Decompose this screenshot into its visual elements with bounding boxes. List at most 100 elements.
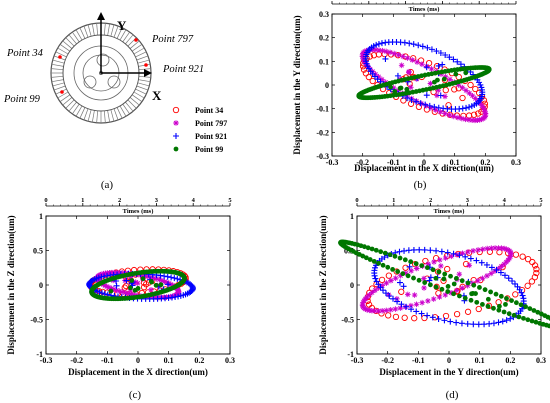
data-point [477,285,482,290]
data-point [396,279,403,286]
data-point [462,253,469,260]
data-point [481,321,488,328]
data-point [164,273,171,280]
data-point [535,309,541,315]
data-point [430,296,437,302]
data-point [408,302,414,309]
data-point [428,46,435,53]
data-point [442,93,448,100]
data-point [495,245,502,251]
data-point [140,284,148,291]
data-point [525,317,531,323]
data-point [447,318,454,325]
data-point [153,282,159,288]
data-point [524,282,531,289]
data-point [446,112,453,118]
y-tick-label: 0 [39,281,43,290]
data-point [463,70,469,76]
data-point [445,102,452,109]
data-point [528,278,536,285]
data-point [459,115,465,122]
data-point [96,289,103,296]
data-point [174,275,181,282]
data-point [454,287,461,295]
data-point [104,283,110,290]
top-tick-label: 2 [429,197,432,204]
data-point [459,84,466,91]
data-point [501,309,507,315]
data-point [375,40,382,47]
data-point [475,278,481,284]
data-point [401,247,408,254]
series-point-99 [356,65,492,101]
x-axis-title: Displacement in the X direction(um) [68,367,208,377]
data-point [438,248,445,255]
data-point [127,274,134,280]
y-tick-label: 1 [39,212,43,221]
data-point [419,299,425,306]
data-point [463,87,469,94]
data-point [362,306,369,312]
top-tick-label: 3 [155,197,159,204]
x-tick-label: -0.3 [351,356,364,365]
data-point [455,82,462,88]
data-point [395,52,402,58]
data-point [102,282,108,289]
data-point [433,247,440,254]
data-point [406,40,413,47]
data-point [414,59,420,65]
data-point [425,261,431,267]
legend-marker-3 [173,133,179,139]
point-34-label: Point 34 [6,48,44,59]
data-point [400,53,406,60]
data-point [429,314,436,321]
data-point [464,308,472,315]
data-point [431,103,438,110]
data-point [518,302,524,308]
data-point [421,275,427,282]
data-point [464,282,471,289]
y-tick-label: -0.3 [316,152,329,161]
data-point [403,303,410,310]
data-point [382,290,389,297]
data-point [375,285,382,291]
series-point-99 [89,268,187,302]
data-point [488,245,495,251]
data-point [470,248,476,254]
data-point [408,84,414,91]
data-point [451,291,456,297]
data-point [360,299,366,306]
x-tick-label: 0.2 [194,356,204,365]
data-point [464,320,471,327]
data-point [529,258,536,266]
data-point [392,89,398,94]
data-point [427,274,434,281]
data-point [404,95,411,102]
legend-label-1: Point 34 [195,106,223,115]
data-point [408,96,415,103]
x-tick-label: 0.3 [511,158,521,167]
data-point [122,289,128,296]
data-point [373,247,379,253]
data-point [424,44,431,51]
data-point [394,298,401,305]
data-point [435,62,442,69]
data-point [442,312,450,320]
data-point [375,74,382,80]
point-34-marker [58,55,62,59]
chart-panel-b: 0 1 2 3 4 5 Times (ms) -0.3 -0.2 -0.1 0 0.1 0.2 0.3 -0… [292,0,521,173]
plot-area [331,13,517,157]
top-tick-label: 0 [44,197,47,204]
data-point [466,104,473,111]
data-point [388,84,393,90]
data-point [413,98,420,105]
data-point [405,247,412,254]
data-point [450,113,457,120]
data-point [424,265,430,271]
x-axis-title: Displacement in the Y direction(um) [379,367,518,377]
data-point [108,285,115,292]
data-point [369,77,376,85]
top-axis-label: Times (ms) [123,208,154,215]
data-point [527,306,533,312]
